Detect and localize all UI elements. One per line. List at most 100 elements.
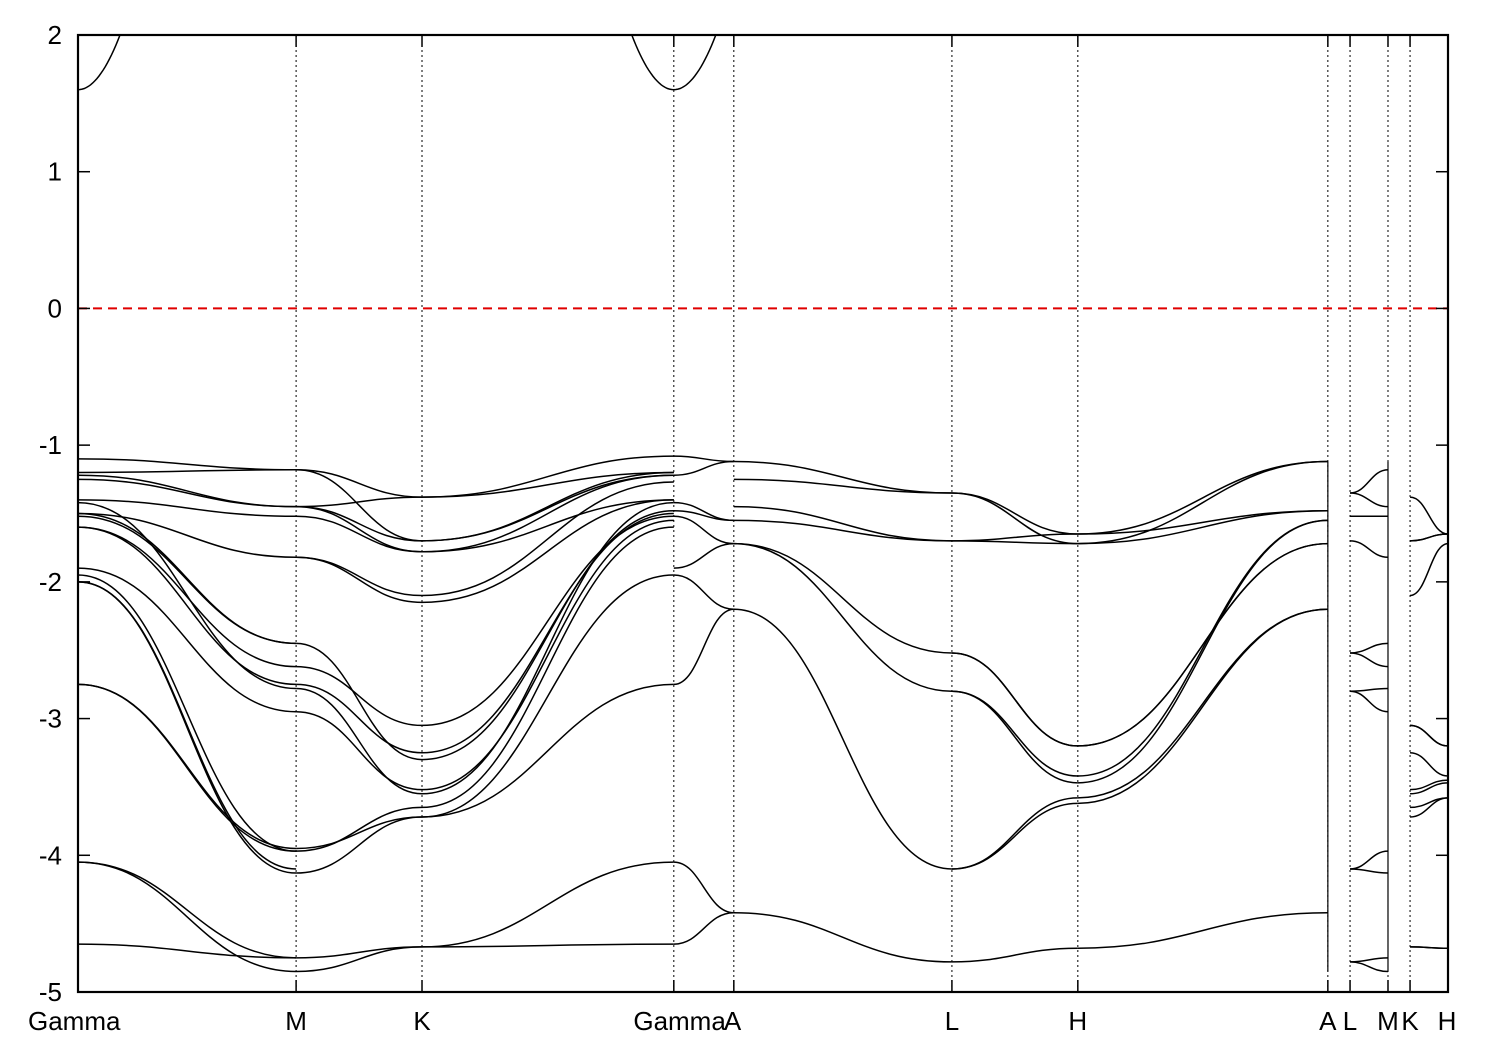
- band-line: [951, 802, 1078, 870]
- band-line: [422, 510, 674, 761]
- band-line: [1077, 542, 1328, 747]
- band-line: [951, 690, 1078, 784]
- band-line: [733, 460, 952, 494]
- band-line: [1410, 533, 1449, 542]
- band-line: [422, 481, 674, 597]
- y-tick-label: 0: [48, 293, 62, 323]
- y-tick-label: -1: [39, 430, 62, 460]
- band-line: [1350, 868, 1388, 874]
- band-curves: [77, 34, 1449, 973]
- x-tick-label-m: M: [285, 1006, 307, 1036]
- band-line: [77, 512, 297, 558]
- x-tick-label-h: H: [1068, 1006, 1087, 1036]
- band-line: [296, 816, 423, 850]
- band-line: [296, 687, 423, 795]
- band-line: [733, 911, 952, 963]
- band-line: [1350, 652, 1389, 668]
- y-tick-label: -2: [39, 567, 62, 597]
- band-line: [77, 567, 297, 713]
- band-line: [1410, 946, 1449, 950]
- band-line: [1077, 510, 1328, 535]
- band-line: [1349, 469, 1389, 494]
- band-line: [422, 943, 674, 948]
- y-tick-label: -3: [39, 704, 62, 734]
- band-line: [1350, 540, 1389, 558]
- y-tick-label: -5: [39, 977, 62, 1007]
- band-line: [77, 574, 297, 852]
- band-line: [673, 501, 734, 522]
- band-line: [1077, 911, 1328, 950]
- band-line: [296, 496, 423, 508]
- band-line: [296, 469, 423, 498]
- band-line: [673, 911, 734, 945]
- x-tick-label-a: A: [724, 1006, 742, 1036]
- band-line: [733, 505, 952, 542]
- band-line: [296, 710, 423, 791]
- band-line: [1350, 961, 1388, 973]
- x-tick-label-m: M: [1377, 1006, 1399, 1036]
- band-line: [673, 861, 734, 914]
- x-tick-label-l: L: [945, 1006, 959, 1036]
- band-line: [1077, 519, 1328, 784]
- band-line: [77, 501, 297, 690]
- x-tick-label-l: L: [1343, 1006, 1357, 1036]
- band-line: [733, 478, 952, 494]
- conduction-band-line: [77, 34, 121, 91]
- band-line: [1409, 496, 1449, 535]
- band-line: [1350, 492, 1389, 508]
- band-line: [77, 943, 297, 959]
- band-line: [1077, 608, 1328, 805]
- band-line: [1409, 797, 1449, 818]
- band-line: [673, 608, 734, 686]
- band-line: [673, 574, 734, 610]
- band-line: [951, 533, 1078, 542]
- band-line: [296, 946, 423, 973]
- band-line: [1410, 782, 1449, 795]
- band-line: [77, 861, 297, 973]
- band-line: [296, 642, 423, 761]
- band-line: [422, 471, 674, 498]
- band-line: [1409, 542, 1449, 597]
- band-line: [77, 526, 297, 686]
- band-line: [296, 556, 423, 597]
- band-line: [422, 526, 674, 809]
- band-line: [422, 501, 674, 795]
- band-line: [951, 492, 1078, 535]
- band-line: [951, 947, 1078, 963]
- x-tick-label-h: H: [1438, 1006, 1457, 1036]
- y-tick-label: -4: [39, 840, 62, 870]
- band-line: [296, 806, 423, 852]
- band-line: [77, 512, 297, 645]
- band-line: [733, 608, 952, 870]
- band-line: [422, 512, 674, 754]
- x-tick-label-gamma: Gamma: [28, 1006, 121, 1036]
- x-tick-label-a: A: [1319, 1006, 1337, 1036]
- band-line: [733, 542, 952, 654]
- band-line: [296, 683, 423, 754]
- band-line: [77, 469, 297, 474]
- band-line: [422, 455, 674, 498]
- band-line: [422, 861, 674, 948]
- band-line: [422, 515, 674, 727]
- band-line: [1410, 779, 1449, 791]
- band-line: [1409, 724, 1449, 747]
- y-tick-labels: 2 1 0 -1 -2 -3 -4 -5: [39, 20, 62, 1007]
- band-line: [733, 542, 952, 692]
- band-line: [422, 683, 674, 818]
- band-line: [1077, 460, 1328, 535]
- band-line: [296, 505, 423, 542]
- band-line: [422, 574, 674, 818]
- band-line: [422, 519, 674, 791]
- band-line: [422, 474, 674, 542]
- x-tick-label-k: K: [1401, 1006, 1419, 1036]
- band-line: [296, 515, 423, 553]
- band-line: [673, 515, 734, 545]
- band-line: [296, 665, 423, 727]
- band-line: [422, 499, 674, 604]
- conduction-band-line: [631, 34, 717, 91]
- y-tick-label: 2: [48, 20, 62, 50]
- band-line: [77, 474, 297, 508]
